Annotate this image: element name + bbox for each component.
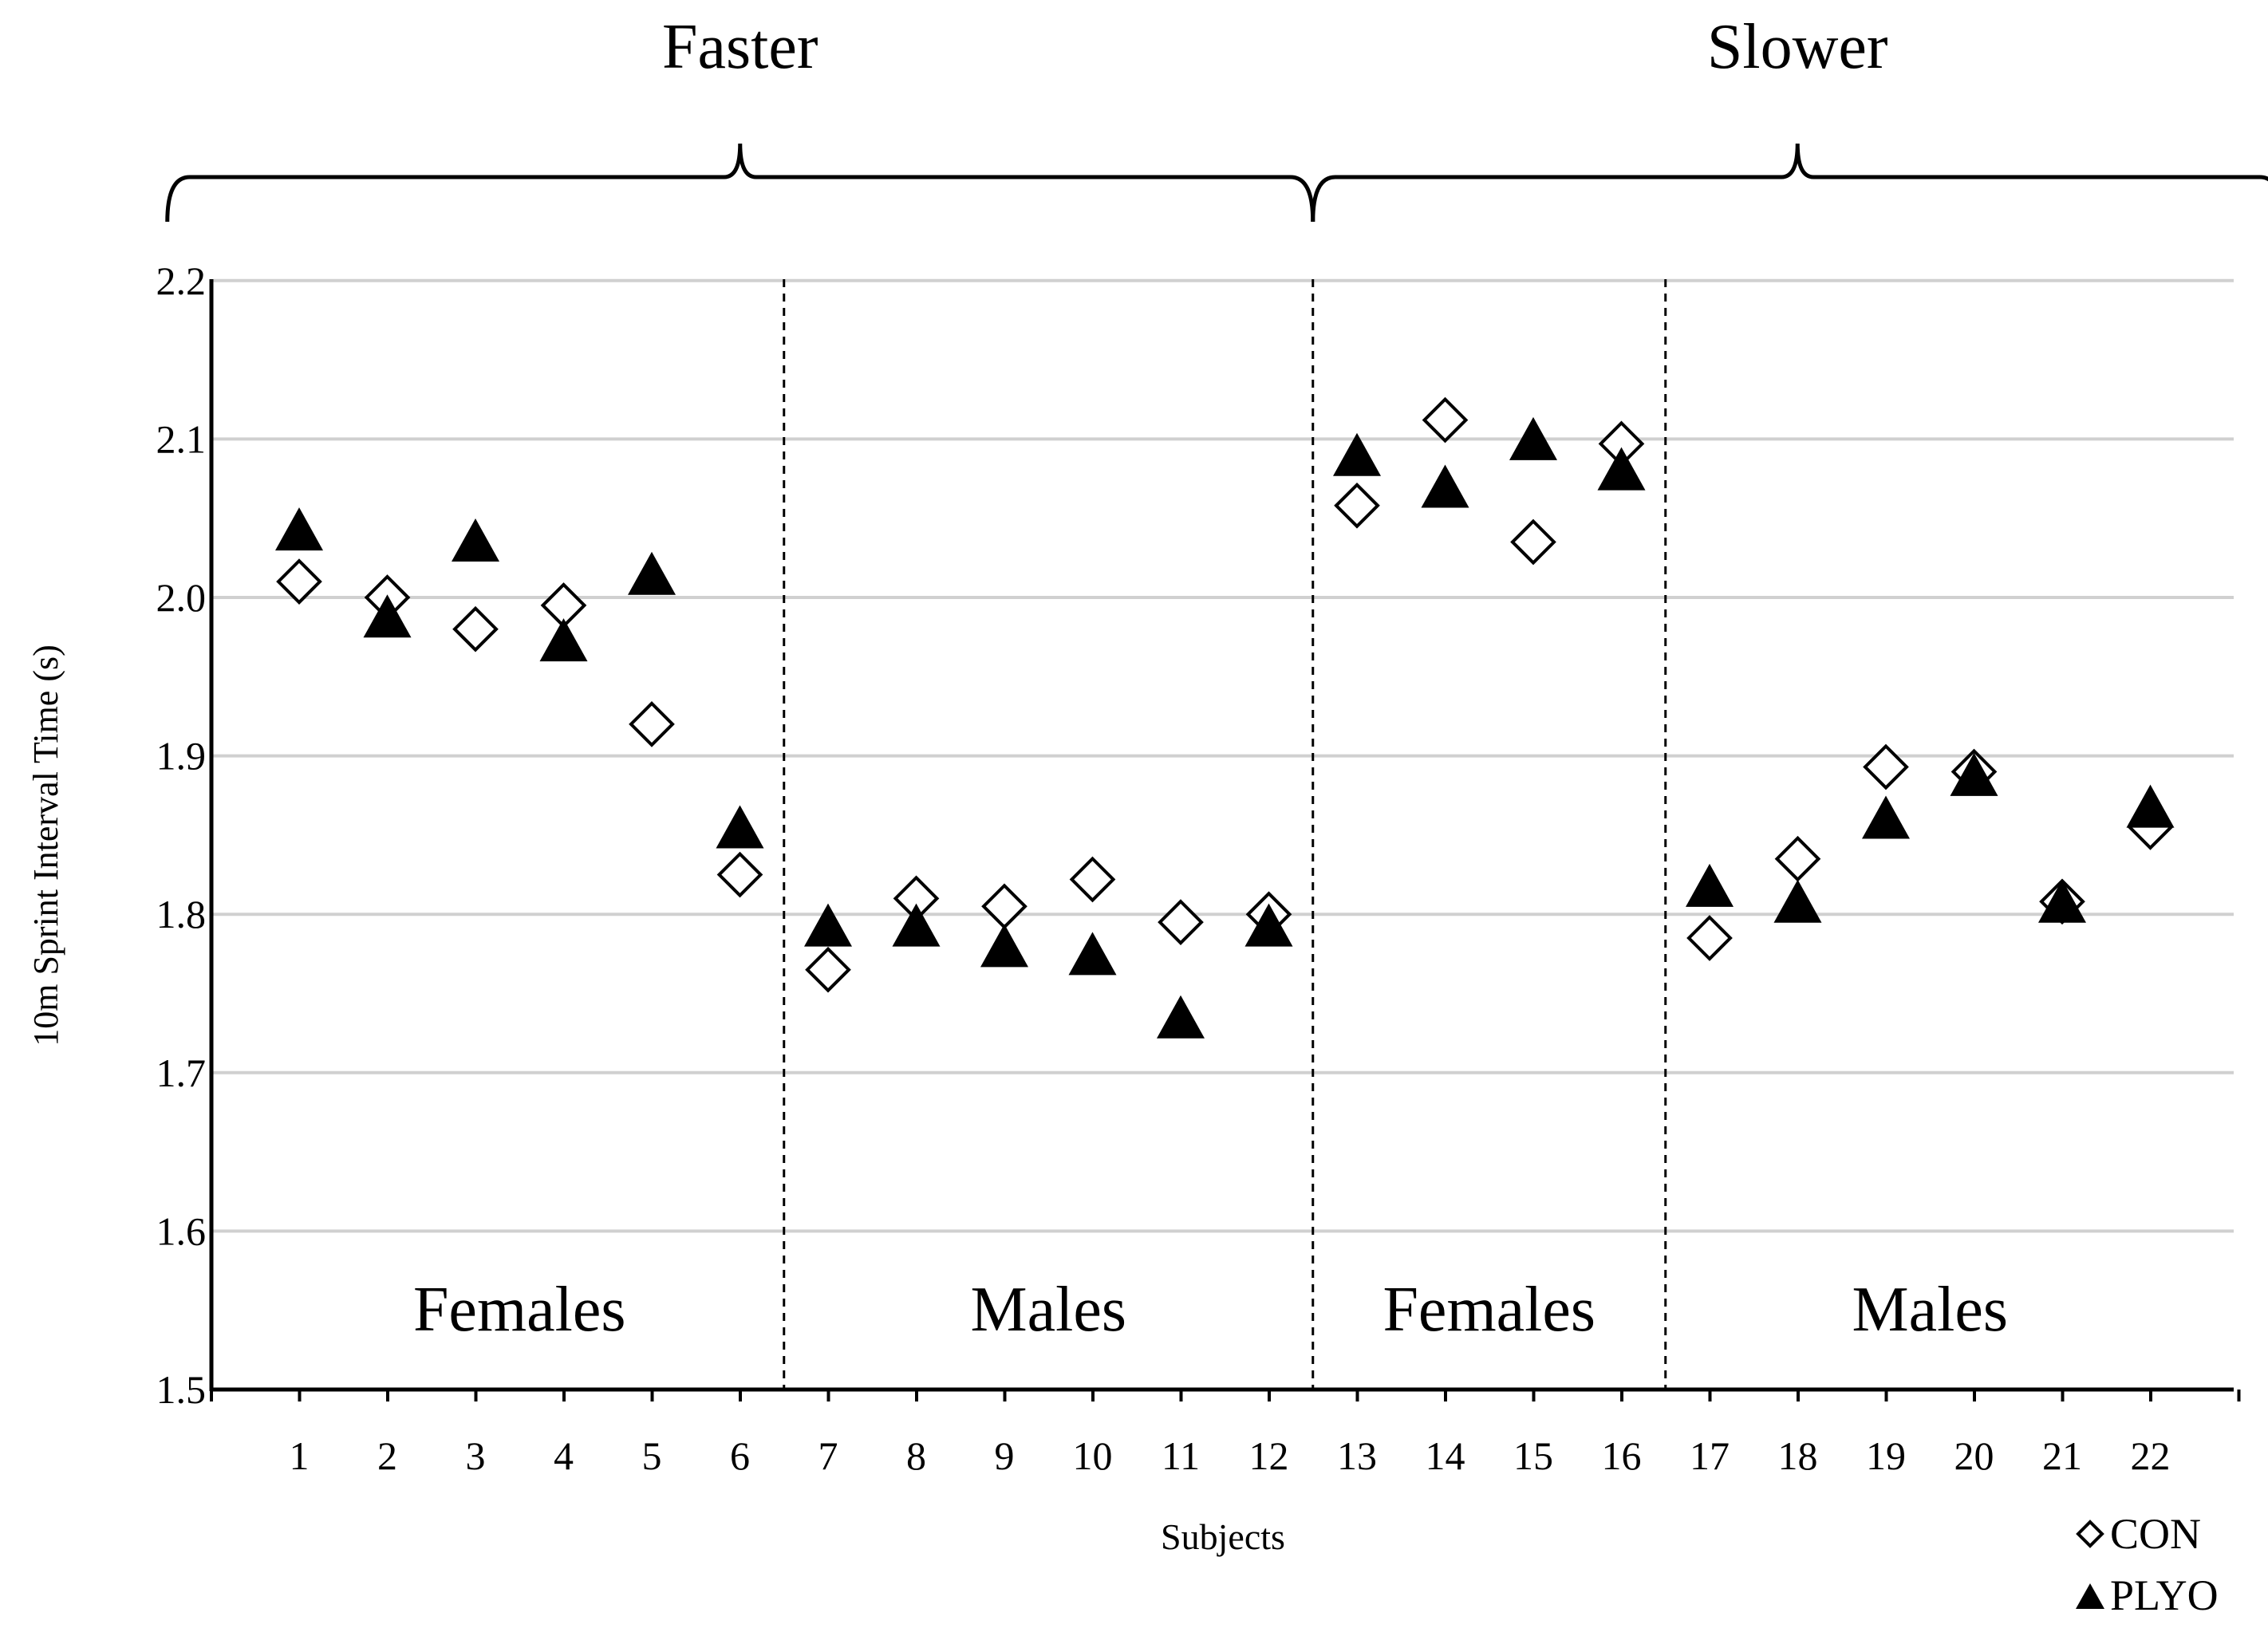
plyo-point — [452, 518, 499, 562]
plyo-point — [716, 805, 764, 849]
x-tick-label: 13 — [1337, 1433, 1377, 1478]
y-tick-label: 2.1 — [156, 416, 207, 461]
x-tick-label: 12 — [1249, 1433, 1289, 1478]
con-point — [1686, 915, 1733, 961]
subgroup-label: Males — [970, 1275, 1126, 1345]
plyo-point — [1686, 863, 1734, 907]
con-point — [1069, 856, 1116, 903]
plyo-point — [1157, 995, 1205, 1039]
plyo-point — [1509, 416, 1557, 460]
con-point — [1334, 482, 1380, 529]
plyo-point — [1862, 795, 1910, 839]
x-tick-label: 4 — [554, 1433, 574, 1478]
x-tick-label: 15 — [1513, 1433, 1553, 1478]
gridlines — [211, 278, 2234, 1233]
con-point — [716, 851, 763, 898]
group-label: Faster — [662, 12, 818, 82]
labels: 10m Sprint Interval Time (s) Subjects 1.… — [26, 12, 2171, 1557]
legend-plyo-triangle — [2076, 1583, 2104, 1609]
y-tick-label: 1.6 — [156, 1208, 207, 1253]
x-tick-label: 17 — [1690, 1433, 1730, 1478]
plyo-point — [1333, 432, 1381, 476]
plyo-point — [1597, 447, 1646, 491]
subgroup-label: Females — [413, 1275, 626, 1345]
data-points — [275, 396, 2175, 1039]
con-point — [629, 701, 675, 747]
plyo-point — [1773, 879, 1822, 923]
x-tick-label: 7 — [818, 1433, 838, 1478]
legend-plyo-label: PLYO — [2110, 1571, 2219, 1619]
y-tick-label: 1.7 — [156, 1051, 207, 1095]
y-tick-label: 1.5 — [156, 1367, 207, 1412]
con-point — [1863, 743, 1909, 790]
x-tick-label: 1 — [290, 1433, 310, 1478]
x-tick-label: 20 — [1954, 1433, 1994, 1478]
con-point — [1158, 899, 1204, 945]
plyo-point — [1950, 752, 1998, 796]
plyo-point — [628, 551, 676, 595]
group-braces — [165, 143, 2268, 223]
plyo-point — [363, 594, 412, 638]
legend: CON PLYO — [2076, 1510, 2219, 1619]
con-point — [1774, 835, 1821, 882]
y-tick-label: 2.2 — [156, 258, 207, 303]
group-dividers — [783, 279, 1667, 1390]
subgroup-label: Females — [1382, 1275, 1595, 1345]
plyo-point — [1068, 932, 1117, 976]
x-tick-label: 18 — [1778, 1433, 1818, 1478]
x-tick-label: 16 — [1602, 1433, 1642, 1478]
plyo-point — [2038, 879, 2086, 923]
x-tick-label: 19 — [1866, 1433, 1906, 1478]
x-axis-label: Subjects — [1161, 1516, 1285, 1557]
x-tick-label: 14 — [1426, 1433, 1465, 1478]
group-brace — [1311, 143, 2268, 223]
y-tick-label: 1.8 — [156, 892, 207, 936]
con-point — [805, 946, 851, 993]
x-tick-label: 10 — [1073, 1433, 1113, 1478]
plyo-point — [539, 618, 588, 662]
y-tick-label: 1.9 — [156, 734, 207, 779]
y-tick-label: 2.0 — [156, 575, 207, 620]
x-tick-label: 8 — [906, 1433, 926, 1478]
x-tick-label: 3 — [466, 1433, 486, 1478]
subgroup-label: Males — [1852, 1275, 2008, 1345]
plyo-point — [1421, 464, 1469, 508]
plyo-point — [2126, 784, 2175, 828]
plyo-point — [275, 507, 323, 551]
x-tick-label: 21 — [2042, 1433, 2082, 1478]
con-point — [1510, 518, 1556, 566]
con-point — [981, 883, 1028, 930]
y-axis-label: 10m Sprint Interval Time (s) — [26, 645, 65, 1047]
plyo-point — [980, 924, 1028, 968]
axes — [209, 279, 2241, 1401]
legend-con-diamond — [2076, 1520, 2104, 1548]
x-tick-label: 11 — [1162, 1433, 1200, 1478]
x-tick-label: 2 — [377, 1433, 397, 1478]
plyo-point — [1244, 903, 1293, 947]
x-tick-label: 22 — [2131, 1433, 2171, 1478]
con-point — [452, 605, 499, 652]
x-tick-label: 5 — [642, 1433, 662, 1478]
x-tick-label: 6 — [730, 1433, 750, 1478]
legend-con-label: CON — [2110, 1510, 2201, 1558]
group-brace — [165, 143, 1315, 223]
con-point — [1422, 396, 1469, 443]
group-label: Slower — [1707, 12, 1888, 82]
con-point — [276, 558, 322, 605]
plyo-point — [892, 903, 941, 947]
plyo-point — [804, 903, 852, 947]
x-tick-label: 9 — [995, 1433, 1015, 1478]
